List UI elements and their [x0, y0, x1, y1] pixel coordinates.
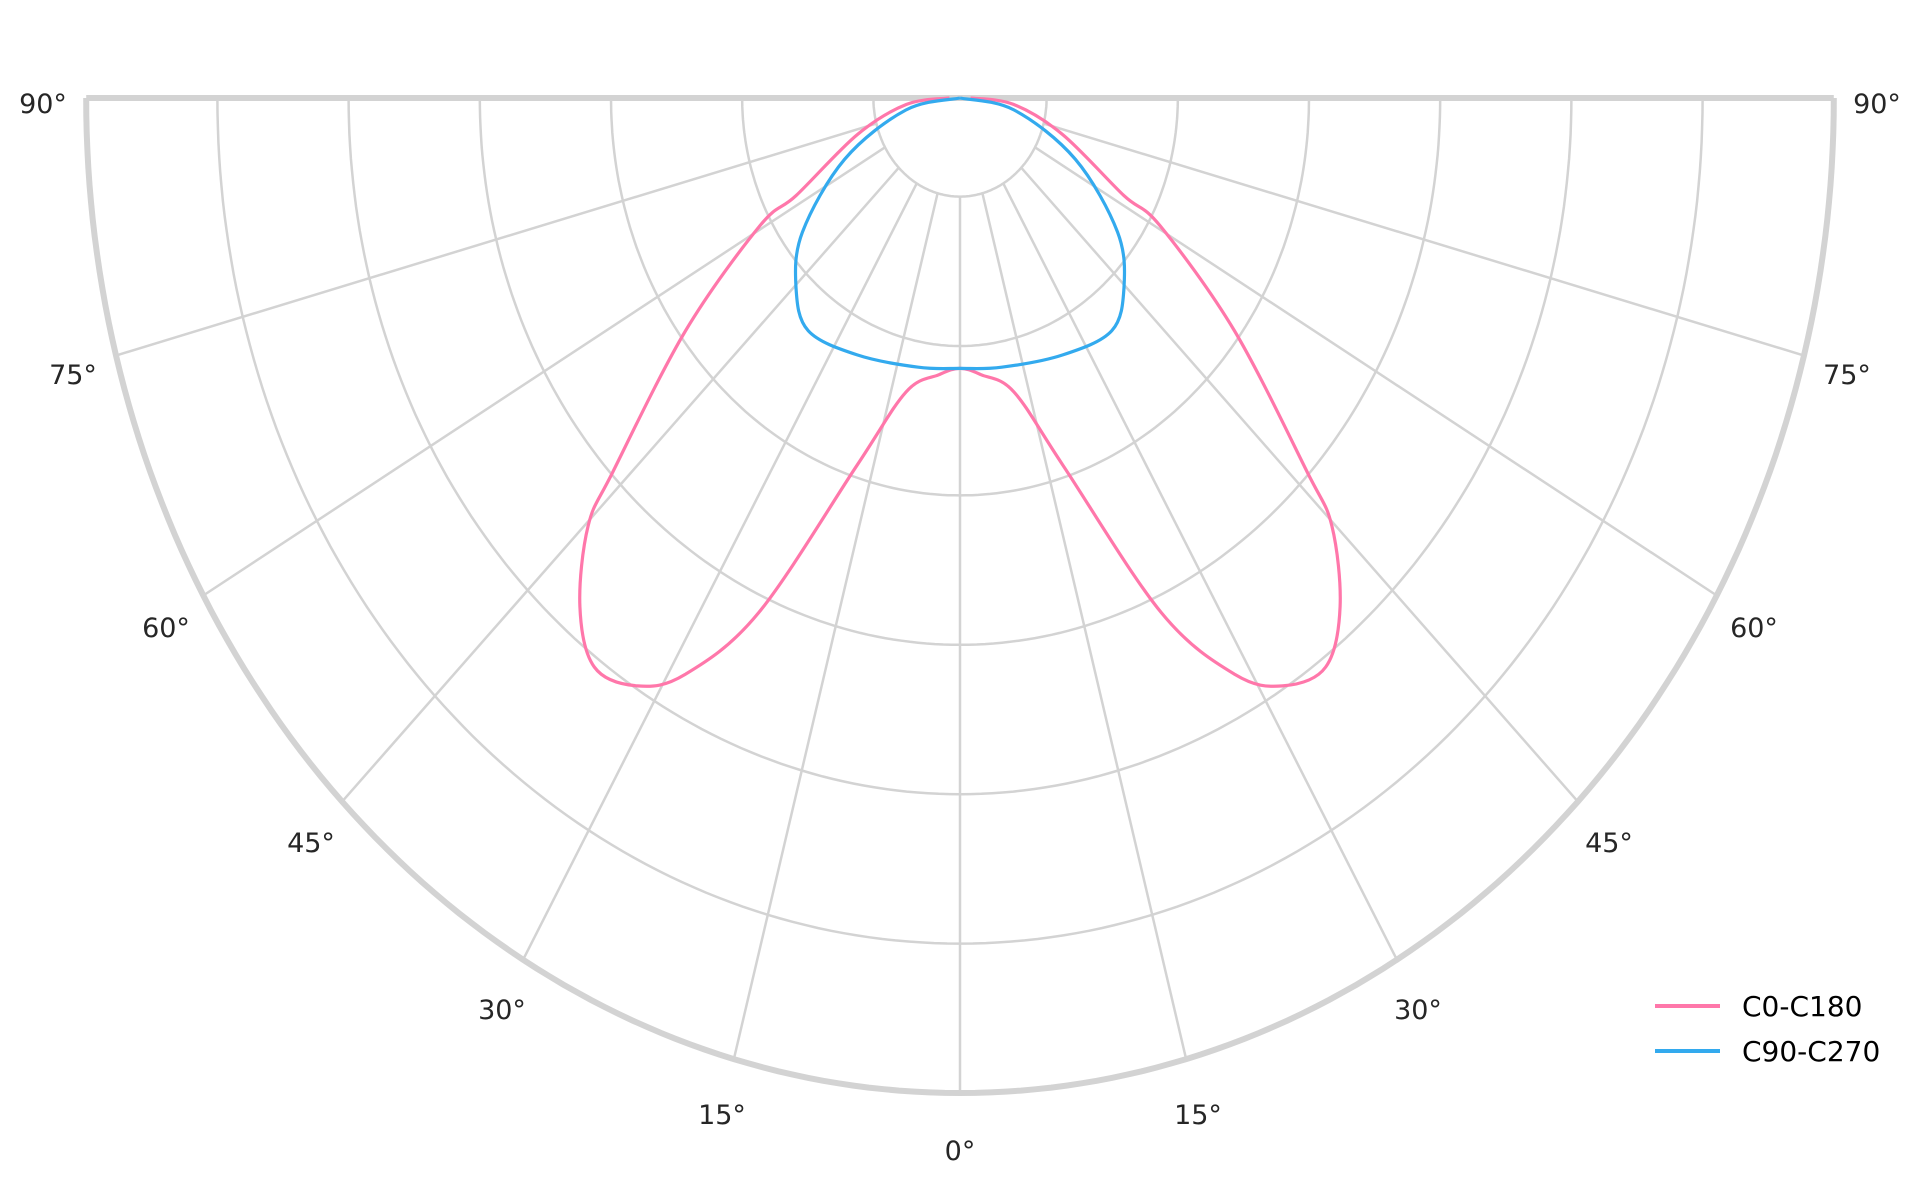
angle-tick-label: 75°	[49, 360, 97, 391]
angular-grid-line	[732, 192, 939, 1060]
angle-tick-label: 75°	[1823, 360, 1871, 391]
angle-tick-labels: 0° 15° 15° 30° 30° 45° 45° 60° 60° 75° 75° 90° 90°	[19, 89, 1901, 1167]
angle-tick-label: 90°	[1853, 89, 1901, 120]
angle-tick-label: 30°	[478, 995, 526, 1026]
angle-tick-label: 15°	[698, 1100, 746, 1131]
legend-label-c90-c270: C90-C270	[1742, 1035, 1880, 1068]
legend: C0-C180 C90-C270	[1655, 990, 1880, 1068]
angular-grid-line	[1043, 122, 1805, 357]
grid	[83, 95, 1837, 1097]
angular-grid-line	[981, 192, 1188, 1060]
angle-tick-label: 45°	[1585, 828, 1633, 859]
angle-tick-label: 45°	[287, 828, 335, 859]
curves	[578, 96, 1342, 688]
angular-grid-line	[521, 182, 918, 961]
series-line-c90-c270	[793, 96, 1127, 371]
angle-tick-label: 90°	[19, 89, 67, 120]
angular-grid-line	[1002, 182, 1399, 961]
angle-tick-label: 0°	[945, 1136, 976, 1167]
angular-grid-line	[1034, 146, 1718, 597]
angle-tick-label: 30°	[1394, 995, 1442, 1026]
angular-grid-line	[115, 122, 877, 357]
angular-grid-line	[341, 166, 900, 803]
angle-tick-label: 15°	[1174, 1100, 1222, 1131]
angular-grid-line	[1020, 166, 1579, 803]
legend-label-c0-c180: C0-C180	[1742, 990, 1862, 1023]
angular-grid-line	[202, 146, 886, 597]
angle-tick-label: 60°	[142, 613, 190, 644]
angle-tick-label: 60°	[1730, 613, 1778, 644]
